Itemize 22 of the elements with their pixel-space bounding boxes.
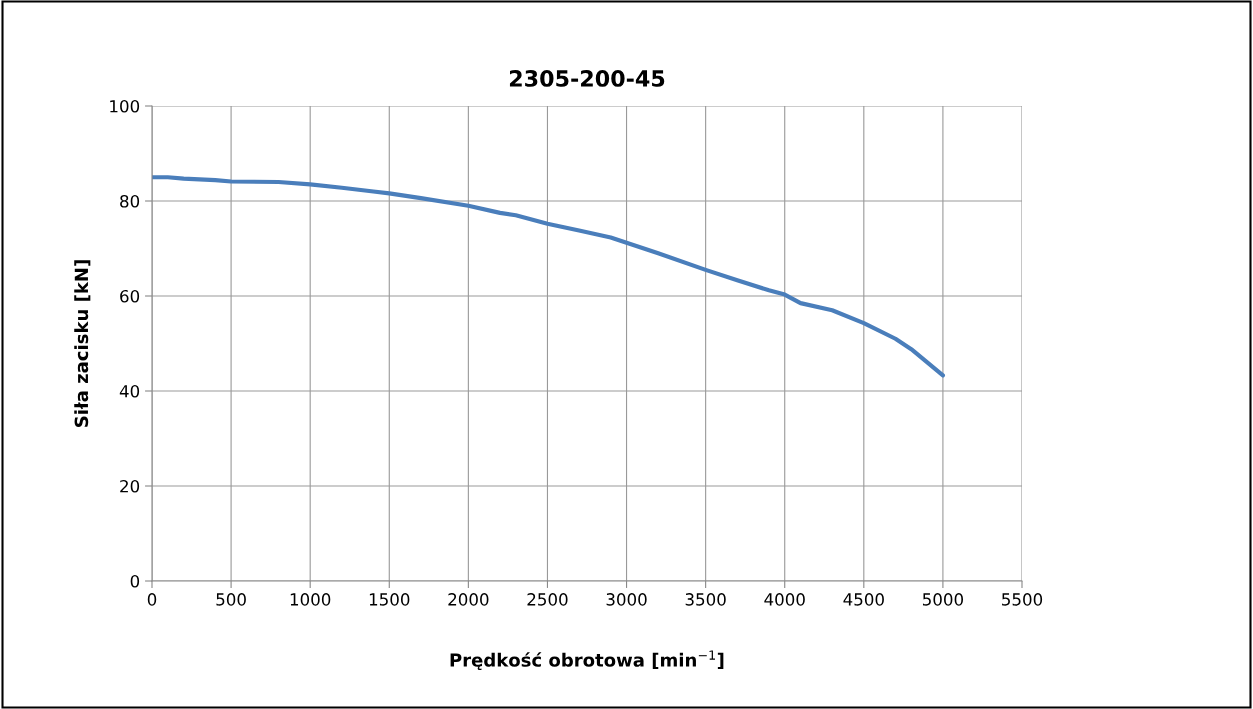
x-tick-label: 3000: [606, 593, 647, 606]
x-tick-label: 1500: [369, 593, 410, 606]
x-tick-label: 0: [147, 593, 157, 606]
x-tick-label: 500: [216, 593, 246, 606]
x-tick-label: 3500: [685, 593, 726, 606]
line-series: [152, 175, 945, 378]
y-tick-label: 80: [120, 194, 140, 208]
x-tick-label: 1000: [290, 593, 331, 606]
x-tick-label: 5000: [922, 593, 964, 606]
x-tick-label: 2000: [448, 593, 489, 606]
y-tick-label: 0: [130, 574, 140, 588]
y-tick-label: 60: [120, 289, 140, 303]
x-tick-label: 5500: [1002, 593, 1043, 606]
x-axis-title: Prędkość obrotowa [min$^{−1}$]: [450, 650, 724, 671]
chart-title: 2305-200-45: [509, 70, 665, 87]
y-axis-title: Siła zacisku [kN]: [74, 260, 91, 427]
y-tick-label: 40: [119, 384, 140, 398]
x-tick-label: 2500: [527, 593, 568, 606]
y-tick-label: 100: [110, 99, 140, 113]
x-tick-label: 4000: [764, 593, 805, 606]
x-tick-label: 4500: [843, 593, 884, 606]
y-tick-label: 20: [120, 479, 140, 493]
